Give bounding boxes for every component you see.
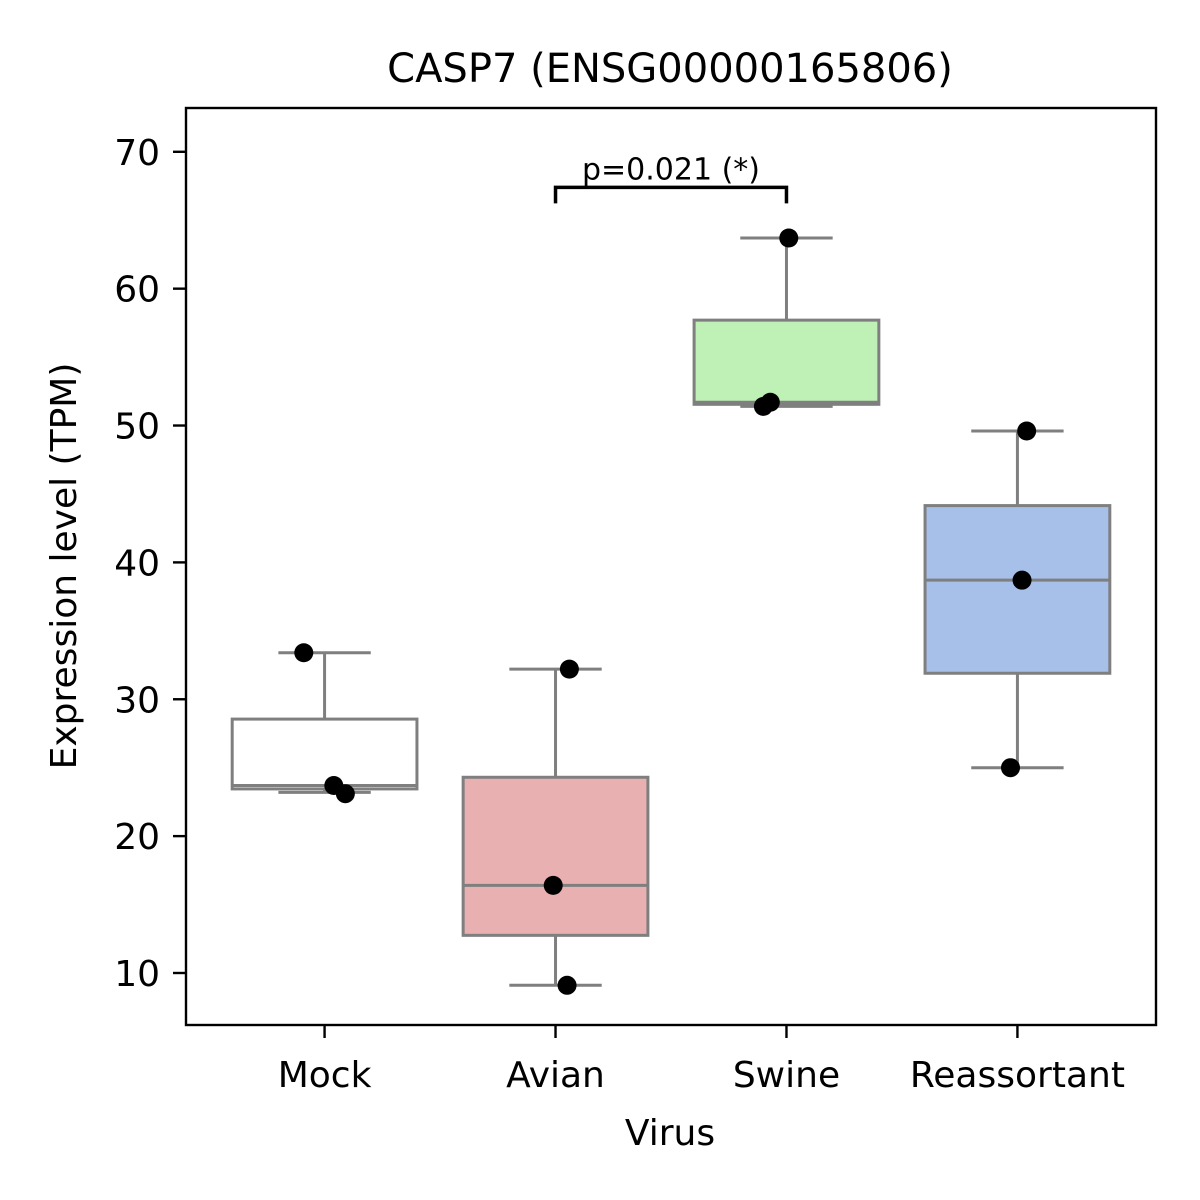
- y-tick-label-40: 40: [114, 543, 160, 584]
- x-tick-label-reassortant: Reassortant: [910, 1055, 1125, 1096]
- plot-frame: [184, 106, 1158, 1027]
- box-reassortant: [923, 504, 1112, 675]
- x-axis-label: Virus: [625, 1113, 715, 1154]
- data-point-swine-6: [779, 228, 799, 248]
- data-point-swine-8: [753, 396, 773, 416]
- y-tick-label-10: 10: [114, 954, 160, 995]
- axes: 10 20 30 40 50 60 70 Mock Avian Swine Reassortant: [114, 133, 1125, 1096]
- data-point-reassortant-11: [1001, 758, 1020, 778]
- y-axis-label: Expression level (TPM): [44, 363, 85, 770]
- x-tick-label-avian: Avian: [506, 1055, 605, 1096]
- y-tick-label-60: 60: [114, 270, 160, 311]
- data-point-mock-0: [294, 643, 314, 663]
- data-point-reassortant-10: [1012, 570, 1032, 590]
- chart-title: CASP7 (ENSG00000165806): [387, 46, 953, 92]
- significance-label: p=0.021 (*): [582, 152, 760, 187]
- y-tick-label-70: 70: [114, 133, 160, 174]
- plot-area: p=0.021 (*): [230, 152, 1112, 995]
- data-point-avian-4: [543, 875, 563, 895]
- box-avian: [461, 775, 650, 937]
- significance-bracket: [553, 185, 789, 204]
- data-point-reassortant-9: [1017, 421, 1037, 441]
- y-tick-label-30: 30: [114, 680, 160, 721]
- data-point-avian-3: [559, 659, 579, 679]
- data-point-avian-5: [557, 975, 577, 995]
- y-tick-label-50: 50: [114, 407, 160, 448]
- y-tick-label-20: 20: [114, 817, 160, 858]
- x-tick-label-swine: Swine: [733, 1055, 840, 1096]
- data-point-mock-2: [335, 784, 355, 804]
- box-swine: [692, 318, 881, 406]
- box-mock: [230, 717, 419, 791]
- x-tick-label-mock: Mock: [278, 1055, 372, 1096]
